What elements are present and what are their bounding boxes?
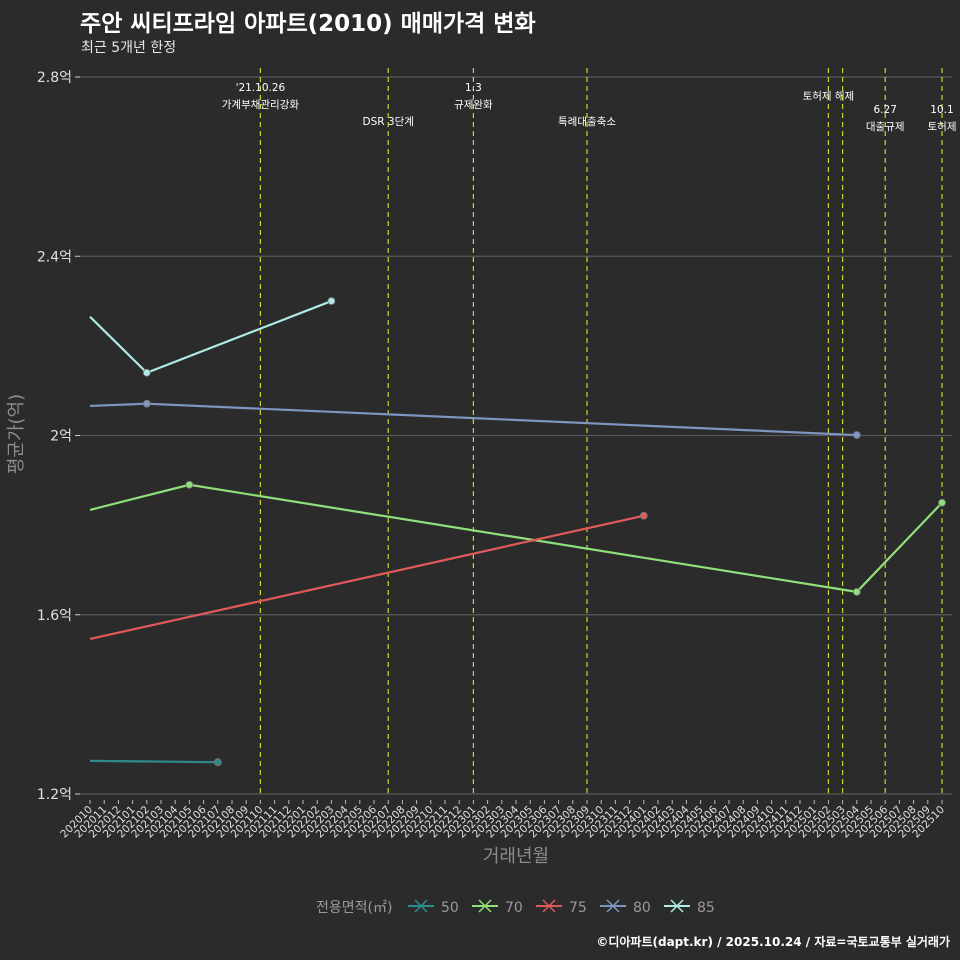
data-point-50 [213,758,222,767]
data-point-85 [327,297,336,305]
event-label: 특례대출축소 [558,116,616,128]
legend-title: 전용면적(㎡) [316,900,392,916]
legend-cross-icon [606,899,620,913]
event-label: 1.3 [465,82,482,94]
legend-cross-icon [542,899,556,913]
x-axis-title: 거래년월 [483,846,549,867]
y-axis-title: 평균가(억) [6,394,27,474]
legend-cross-icon [478,899,492,913]
legend-label: 70 [505,900,523,916]
y-tick-label: 2.4억 [37,249,72,265]
y-tick-label: 2억 [50,429,72,445]
event-label: 토허제 해제 [803,90,855,103]
legend-label: 85 [697,900,715,916]
event-label: 10.1 [930,104,953,116]
legend-label: 75 [569,900,587,916]
event-label: 가계부채관리강화 [222,99,300,111]
data-point-75 [639,511,648,520]
y-tick-label: 1.6억 [37,608,72,624]
legend-item-70: 70 [472,899,523,916]
data-point-70 [185,480,194,489]
legend-label: 50 [441,900,459,916]
chart-subtitle: 최근 5개년 한정 [81,40,177,56]
event-label: 토허제 [928,121,957,133]
source-footer: ©디아파트(dapt.kr) / 2025.10.24 / 자료=국토교통부 실… [596,935,950,949]
event-label: '21.10.26 [236,82,286,94]
legend-item-50: 50 [408,899,459,916]
event-label: 6.27 [874,104,897,116]
y-tick-label: 1.2억 [37,787,72,803]
data-point-70 [852,587,861,596]
event-label: 대출규제 [866,121,905,133]
legend-item-85: 85 [664,899,715,916]
event-label: DSR 3단계 [363,116,414,128]
legend-cross-icon [670,899,684,913]
event-label: 규제완화 [454,98,493,111]
chart-title: 주안 씨티프라임 아파트(2010) 매매가격 변화 [80,11,536,37]
data-point-80 [142,399,151,408]
y-tick-label: 2.8억 [37,70,72,86]
data-point-85 [142,368,151,377]
series-line-75 [89,514,645,641]
legend-item-80: 80 [600,899,651,916]
legend-label: 80 [633,900,651,916]
data-point-70 [938,498,946,507]
series-line-70 [89,483,943,594]
series-line-50 [89,759,218,764]
series-line-85 [89,300,332,375]
legend-item-75: 75 [536,899,587,916]
legend-cross-icon [414,899,428,913]
data-point-80 [852,431,861,439]
